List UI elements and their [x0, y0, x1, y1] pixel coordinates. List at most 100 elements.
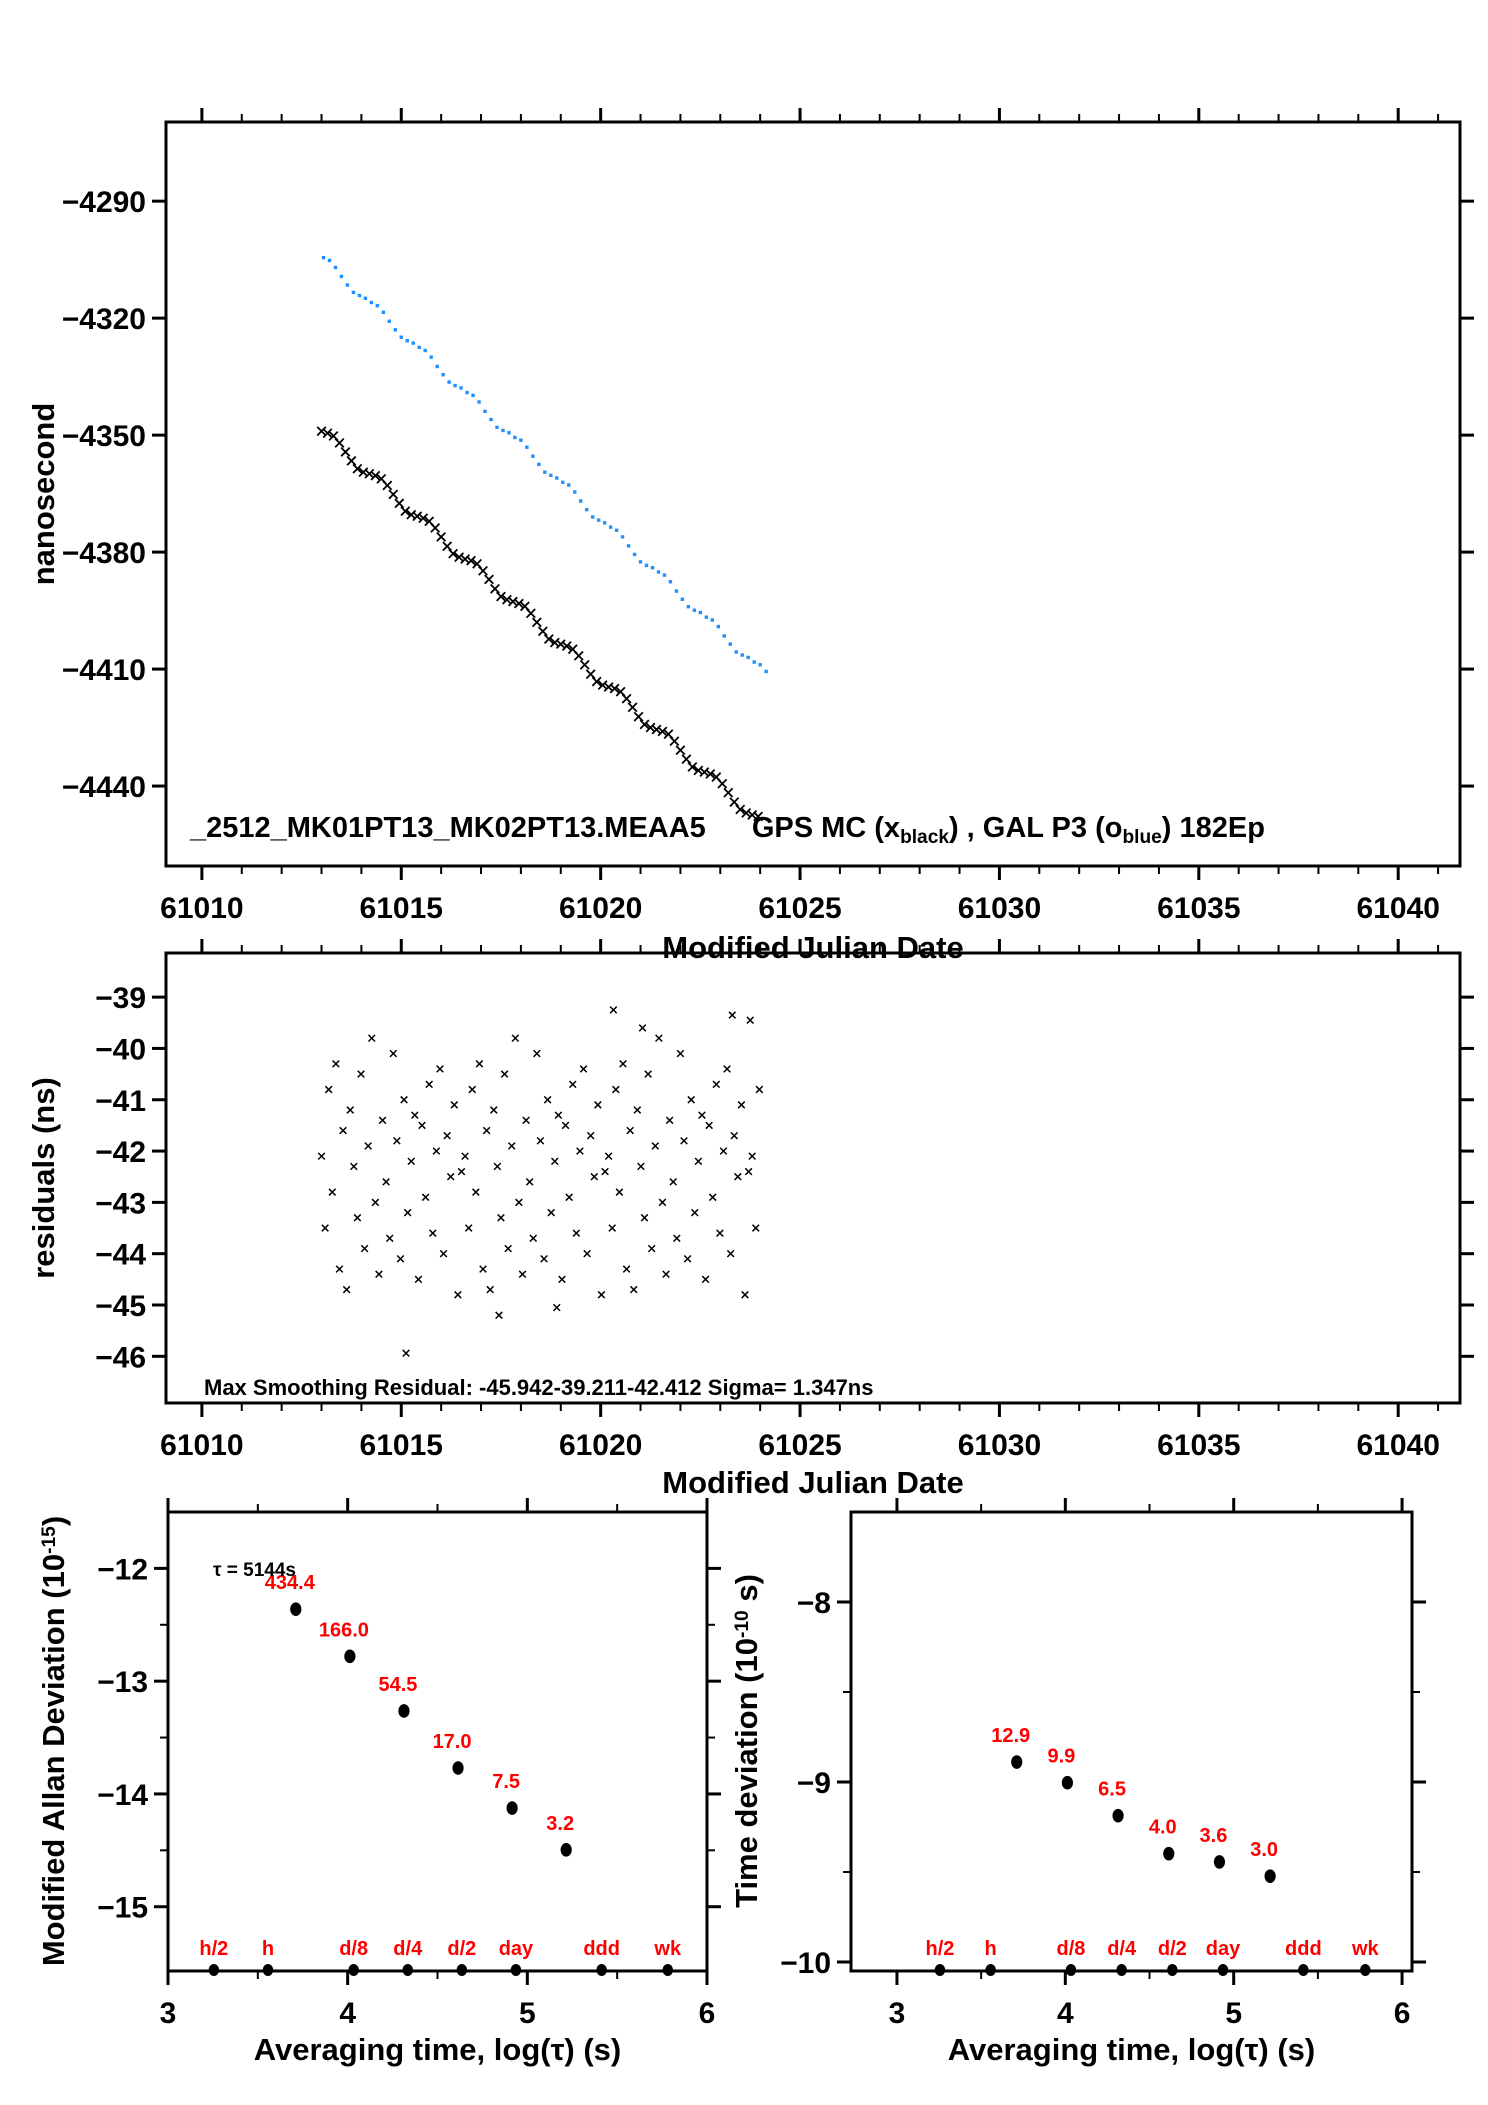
data-point-x — [382, 1178, 390, 1186]
x-tick-label: 4 — [339, 1997, 356, 2030]
data-point-x — [450, 1101, 459, 1109]
tau-marker-dot — [510, 1964, 522, 1976]
data-point-x — [412, 511, 423, 522]
y-tick-label: −40 — [95, 1033, 146, 1066]
data-point-x — [454, 1290, 462, 1299]
data-point-x — [597, 1290, 606, 1299]
x-axis-title-top: Modified Julian Date — [662, 930, 964, 965]
x-tick-label: 5 — [1225, 1997, 1242, 2030]
data-point-x — [411, 1111, 419, 1119]
data-point-x — [622, 1265, 631, 1273]
phase-panel-title: _2512_MK01PT13_MK02PT13.MEAA5 GPS MC (xbl… — [190, 812, 1265, 848]
tau-marker-label: d/2 — [447, 1938, 476, 1960]
deviation-value-label: 3.2 — [546, 1813, 574, 1835]
data-point-x — [543, 1095, 552, 1104]
data-point-dot — [692, 608, 697, 612]
data-point-x — [367, 1034, 376, 1043]
data-point-x — [446, 1172, 455, 1181]
dataset-name: _2512_MK01PT13_MK02PT13.MEAA5 — [190, 812, 706, 844]
deviation-value-label: 17.0 — [433, 1731, 472, 1753]
data-point-x — [461, 1152, 469, 1161]
data-point-x — [568, 1080, 577, 1089]
deviation-point — [452, 1761, 464, 1775]
data-point-x — [690, 1208, 699, 1217]
data-point-x — [425, 1080, 434, 1089]
data-point-x — [651, 1142, 660, 1150]
tau-marker-dot — [348, 1964, 359, 1976]
tau-marker-label: ddd — [1285, 1938, 1322, 1960]
data-point-x — [418, 513, 429, 524]
data-point-x — [576, 1147, 584, 1155]
y-tick-label: −41 — [95, 1085, 146, 1118]
mdev-ylabel-post: ) — [36, 1515, 71, 1527]
data-point-x — [464, 1224, 473, 1232]
deviation-value-label: 3.6 — [1200, 1825, 1228, 1847]
deviation-value-label: 9.9 — [1047, 1746, 1075, 1768]
tau-marker-dot — [1217, 1964, 1229, 1976]
data-point-dot — [321, 255, 326, 260]
data-point-dot — [435, 364, 439, 369]
data-point-x — [591, 676, 602, 687]
data-point-x — [609, 1006, 618, 1014]
data-point-x — [436, 1065, 444, 1073]
data-point-x — [621, 693, 632, 704]
x-tick-label: 61040 — [1356, 1429, 1439, 1462]
data-point-x — [432, 1147, 441, 1155]
data-point-x — [687, 762, 698, 772]
tdev-ylabel-sup: -10 — [732, 1610, 754, 1639]
data-point-dot — [375, 303, 380, 308]
deviation-point — [506, 1801, 518, 1815]
data-point-x — [550, 1157, 559, 1166]
y-axis-title-mdev: Modified Allan Deviation (10-15) — [36, 1516, 72, 1966]
data-point-x — [382, 480, 393, 491]
data-point-x — [322, 428, 333, 439]
legend-post: ) 182Ep — [1161, 812, 1265, 844]
data-point-x — [638, 1024, 647, 1032]
data-point-dot — [716, 624, 720, 629]
data-point-dot — [441, 372, 445, 377]
data-point-x — [454, 552, 465, 563]
data-point-dot — [411, 341, 415, 345]
data-point-x — [460, 554, 471, 565]
y-tick-label: −39 — [95, 982, 146, 1015]
data-point-dot — [543, 470, 547, 474]
data-point-dot — [327, 258, 332, 263]
y-tick-label: −45 — [95, 1290, 146, 1323]
data-point-x — [629, 1285, 638, 1294]
data-point-dot — [650, 565, 655, 570]
data-point-x — [647, 1244, 656, 1253]
data-point-x — [561, 1121, 570, 1130]
data-point-x — [672, 1234, 681, 1243]
data-point-x — [662, 1270, 670, 1279]
data-point-dot — [447, 380, 451, 384]
data-point-dot — [584, 507, 589, 512]
data-point-x — [586, 1131, 595, 1140]
data-point-x — [430, 522, 441, 533]
x-tick-label: 61035 — [1157, 1429, 1240, 1462]
legend-sub-blue: blue — [1122, 826, 1162, 848]
data-point-x — [479, 1265, 487, 1273]
data-point-x — [561, 641, 572, 652]
x-tick-label: 6 — [699, 1997, 716, 2030]
tau-marker-label: d/4 — [393, 1938, 423, 1960]
data-point-x — [552, 1303, 561, 1312]
data-point-x — [603, 682, 614, 692]
data-point-x — [495, 1311, 503, 1320]
data-point-x — [705, 1121, 713, 1130]
data-point-dot — [417, 345, 421, 350]
data-point-x — [486, 1285, 495, 1294]
data-point-dot — [632, 552, 637, 557]
data-point-x — [741, 808, 752, 818]
data-point-x — [719, 1147, 728, 1155]
y-tick-label: −46 — [95, 1341, 146, 1374]
data-point-x — [339, 1126, 347, 1135]
tau-marker-dot — [262, 1964, 274, 1976]
data-point-x — [504, 1244, 512, 1253]
data-point-dot — [620, 535, 625, 539]
y-tick-label: −42 — [95, 1136, 146, 1169]
data-point-x — [357, 1070, 365, 1078]
data-point-x — [726, 1249, 735, 1258]
data-point-x — [393, 1136, 401, 1145]
data-point-x — [748, 1152, 757, 1161]
tau-marker-label: d/8 — [339, 1938, 368, 1960]
